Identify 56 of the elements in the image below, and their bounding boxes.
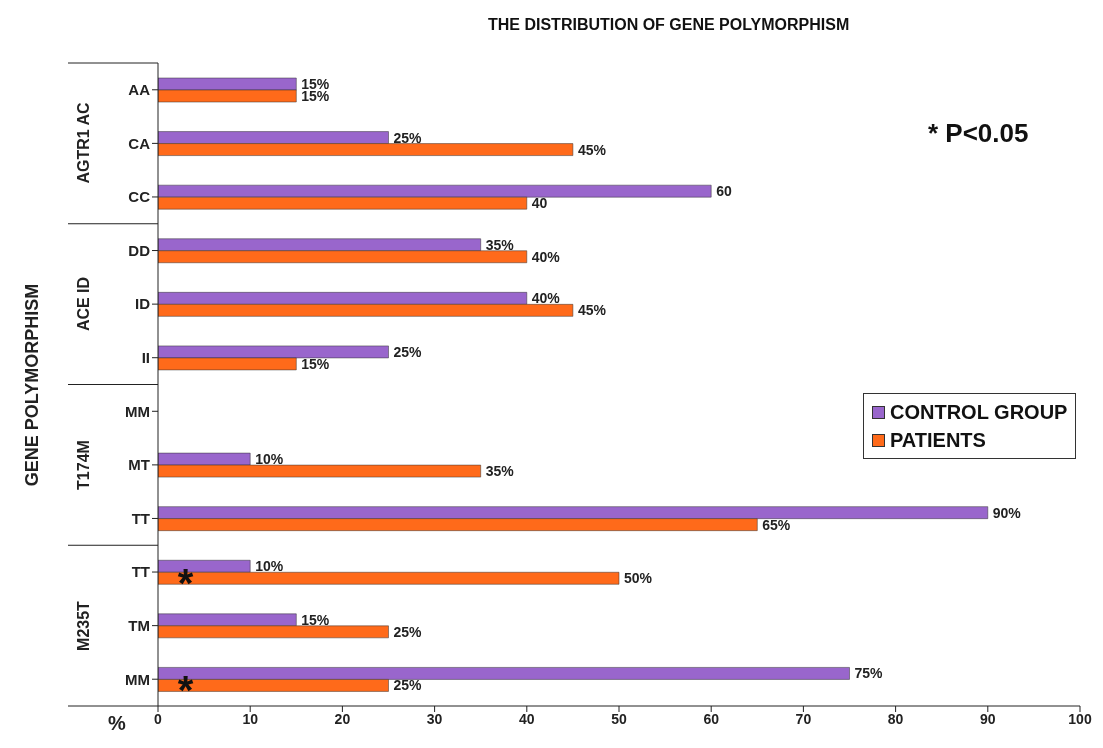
x-axis-title: %: [108, 712, 126, 735]
data-label: 60: [716, 183, 732, 200]
x-tick-label: 40: [519, 710, 535, 727]
text: ACE ID: [75, 277, 93, 332]
y-tick-label: II: [141, 349, 150, 367]
annotation: * P<0.05: [928, 118, 1029, 149]
data-label: 50%: [624, 570, 653, 587]
y-tick-label: CC: [128, 188, 151, 206]
y-tick-label: TM: [128, 616, 150, 634]
x-tick-label: 90: [980, 710, 996, 727]
y-tick-label: MM: [125, 670, 150, 688]
legend-label: PATIENTS: [889, 428, 987, 453]
x-tick-label: 70: [795, 710, 812, 727]
y-tick-label: CA: [128, 134, 151, 152]
x-tick-label: 10: [242, 710, 259, 727]
y-tick-label: TT: [131, 563, 150, 581]
y-tick-label: ID: [135, 295, 151, 313]
y-tick-label: AA: [128, 81, 151, 99]
data-label: 25%: [393, 129, 423, 146]
data-label: 35%: [485, 236, 515, 253]
chart-title: THE DISTRIBUTION OF GENE POLYMORPHISM: [488, 16, 850, 34]
legend-label: CONTROL GROUP: [889, 400, 1068, 425]
y-tick-label: TT: [131, 509, 150, 527]
text: AGTR1 AC: [75, 102, 93, 184]
data-label: 40%: [531, 248, 561, 265]
data-label: 65%: [762, 516, 791, 533]
text: T174M: [75, 439, 93, 490]
x-tick-label: 50: [611, 710, 627, 727]
x-tick-label: 80: [887, 710, 904, 727]
data-label: 25%: [393, 623, 423, 640]
data-label: 75%: [854, 665, 884, 682]
data-label: 90%: [992, 504, 1022, 521]
text: M235T: [75, 600, 93, 651]
annotation: *: [177, 668, 194, 713]
data-label: 40: [531, 195, 548, 212]
y-tick-label: MT: [128, 456, 150, 474]
data-label: 45%: [577, 141, 607, 158]
data-label: 15%: [301, 611, 330, 628]
y-tick-label: MM: [125, 402, 150, 420]
data-label: 10%: [255, 451, 284, 468]
data-label: 40%: [531, 290, 561, 307]
data-label: 15%: [301, 355, 330, 372]
y-tick-label: DD: [128, 241, 151, 259]
x-tick-label: 0: [154, 710, 163, 727]
x-tick-label: 100: [1068, 710, 1092, 727]
data-label: 25%: [393, 677, 423, 694]
data-label: 15%: [301, 75, 330, 92]
y-axis-title: GENE POLYMORPHISM: [21, 283, 43, 486]
x-tick-label: 60: [703, 710, 720, 727]
data-label: 10%: [255, 558, 284, 575]
annotation: *: [177, 561, 194, 606]
x-tick-label: 20: [334, 710, 351, 727]
x-tick-label: 30: [426, 710, 443, 727]
data-label: 45%: [577, 302, 607, 319]
data-label: 25%: [393, 343, 423, 360]
data-label: 35%: [485, 463, 515, 480]
